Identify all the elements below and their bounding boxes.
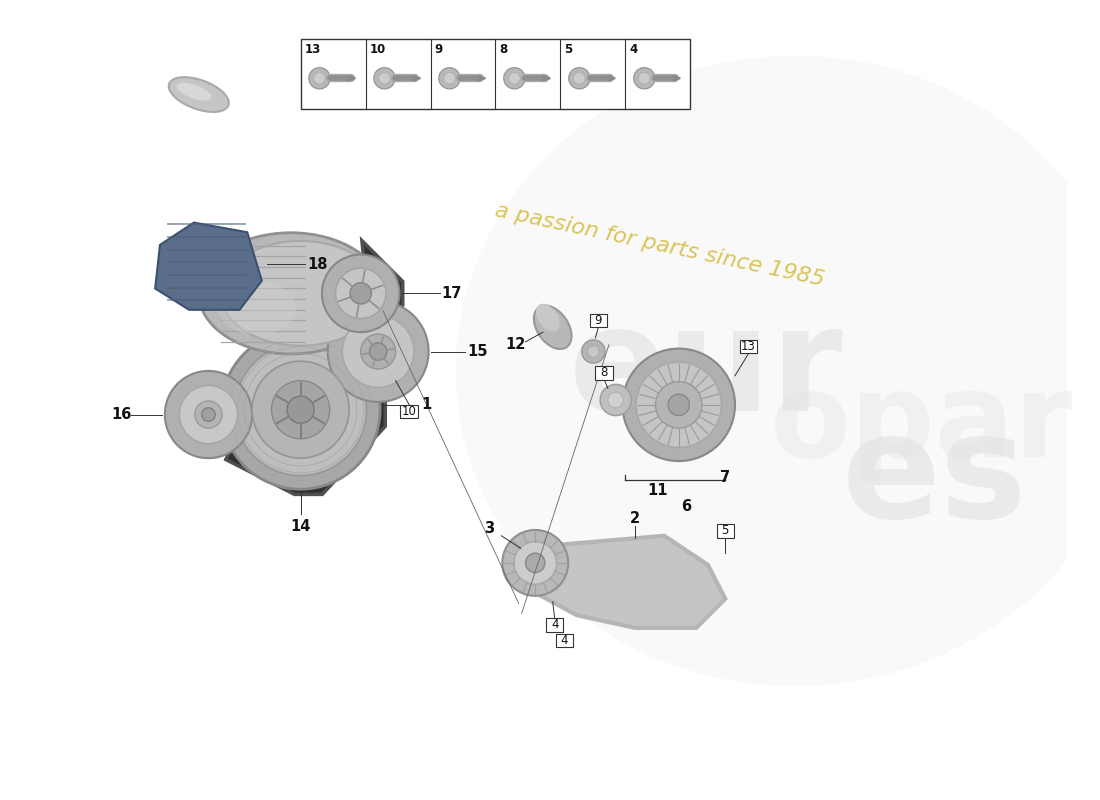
Text: 5: 5 [722,525,729,538]
Text: 13: 13 [305,43,321,57]
Text: 15: 15 [466,344,487,359]
Circle shape [634,68,654,89]
Text: 4: 4 [551,618,559,631]
Ellipse shape [221,241,381,346]
Circle shape [272,381,330,438]
FancyBboxPatch shape [590,314,607,327]
Circle shape [526,554,544,573]
Ellipse shape [168,77,229,112]
Text: 5: 5 [564,43,573,57]
Circle shape [623,349,735,461]
FancyBboxPatch shape [400,405,418,418]
Ellipse shape [199,233,383,354]
Circle shape [569,68,590,89]
Text: 13: 13 [741,340,756,353]
Text: 4: 4 [561,634,568,647]
Text: 9: 9 [434,43,442,57]
Ellipse shape [455,56,1100,686]
Text: 10: 10 [370,43,386,57]
Circle shape [374,68,395,89]
Circle shape [370,342,387,360]
Circle shape [443,73,455,84]
Circle shape [587,346,600,358]
Circle shape [601,385,631,415]
Circle shape [195,401,222,428]
Text: 17: 17 [442,286,462,301]
FancyBboxPatch shape [716,524,734,538]
Text: es: es [843,407,1027,548]
Text: 10: 10 [402,405,417,418]
FancyBboxPatch shape [556,634,573,647]
Bar [300,39,691,109]
Circle shape [503,530,569,596]
Ellipse shape [218,282,296,334]
Text: 14: 14 [290,518,311,534]
Polygon shape [528,536,725,628]
Circle shape [638,73,650,84]
Circle shape [309,68,330,89]
Circle shape [179,386,238,444]
Text: 18: 18 [307,257,328,272]
Text: eur: eur [569,301,844,442]
Polygon shape [155,222,262,310]
Ellipse shape [534,306,572,349]
Circle shape [636,362,722,447]
Ellipse shape [536,304,560,331]
Text: 12: 12 [506,338,526,352]
Circle shape [234,344,366,476]
Circle shape [287,396,315,423]
Circle shape [322,254,399,332]
Circle shape [439,68,460,89]
Text: 2: 2 [630,510,640,526]
Circle shape [165,371,252,458]
Circle shape [221,330,381,490]
Circle shape [608,392,624,408]
Circle shape [350,282,372,304]
Circle shape [514,542,557,584]
Text: 8: 8 [499,43,507,57]
Circle shape [573,73,585,84]
Text: 4: 4 [629,43,638,57]
Text: 11: 11 [647,482,668,498]
FancyBboxPatch shape [546,618,563,632]
Text: a passion for parts since 1985: a passion for parts since 1985 [493,200,826,290]
FancyBboxPatch shape [740,340,757,354]
Circle shape [582,340,605,363]
Circle shape [201,408,216,422]
Text: 8: 8 [601,366,608,379]
Text: opar: opar [770,366,1072,482]
Circle shape [252,362,349,458]
Circle shape [504,68,525,89]
Circle shape [378,73,390,84]
Text: 7: 7 [720,470,730,485]
Circle shape [328,301,429,402]
Circle shape [361,334,396,369]
Text: 6: 6 [682,499,692,514]
Ellipse shape [176,82,211,101]
Circle shape [668,394,690,415]
Text: 1: 1 [421,398,432,412]
Text: 3: 3 [484,522,494,537]
FancyBboxPatch shape [595,366,613,380]
Circle shape [314,73,326,84]
Circle shape [342,316,414,387]
Circle shape [656,382,702,428]
Text: 9: 9 [594,314,602,327]
Circle shape [508,73,520,84]
Text: 16: 16 [111,407,131,422]
Circle shape [336,268,386,318]
